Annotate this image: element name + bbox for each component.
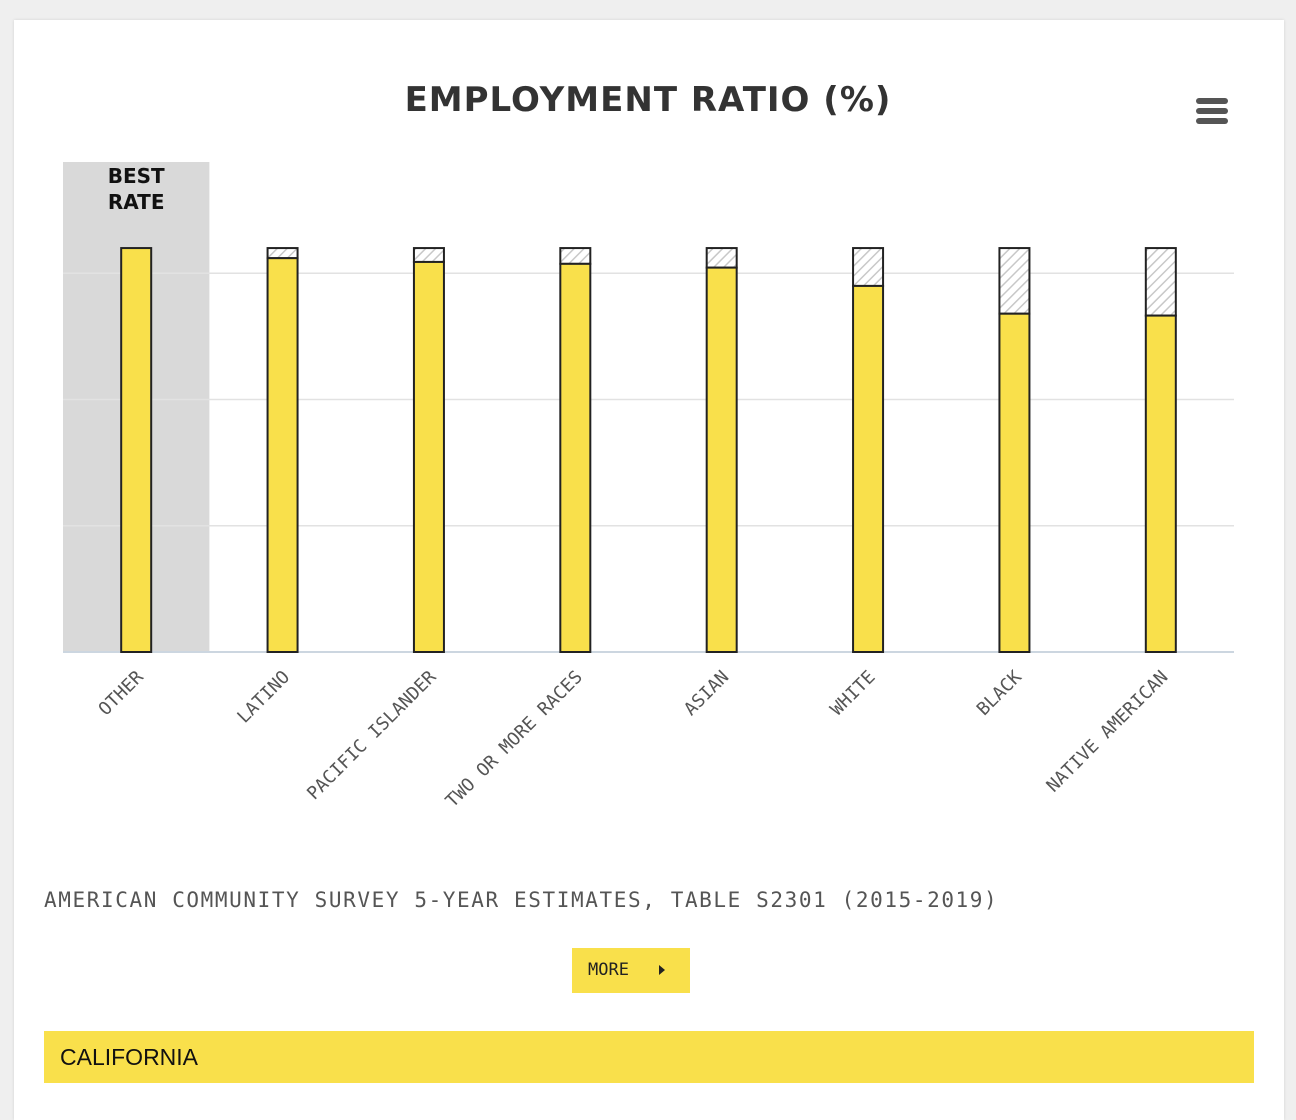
x-tick-label: TWO OR MORE RACES [442, 667, 587, 812]
bar-native-american[interactable] [1144, 314, 1177, 653]
x-tick-label: PACIFIC ISLANDER [303, 667, 441, 805]
gap-to-best-black[interactable] [998, 247, 1031, 315]
bar-latino[interactable] [266, 257, 299, 653]
region-label: CALIFORNIA [60, 1044, 199, 1070]
employment-ratio-chart: BEST RATE OTHER LATINO PACIFIC ISLANDER TWO… [63, 162, 1234, 812]
bar-other[interactable] [120, 247, 153, 653]
x-tick-label: ASIAN [680, 667, 733, 720]
best-rate-label-line-2: RATE [108, 190, 165, 214]
gap-to-best-native-american[interactable] [1144, 247, 1177, 317]
bar-white[interactable] [852, 284, 885, 653]
more-button[interactable]: MORE [572, 948, 690, 993]
x-tick-label: LATINO [233, 667, 294, 728]
gap-to-best-asian[interactable] [705, 247, 738, 269]
more-button-label: MORE [588, 960, 629, 980]
gap-to-best-pacific-islander[interactable] [412, 247, 445, 263]
gap-to-best-white[interactable] [852, 247, 885, 287]
x-tick-label: NATIVE AMERICAN [1043, 667, 1173, 797]
x-tick-label: BLACK [973, 667, 1026, 720]
gap-to-best-two-or-more-races[interactable] [559, 247, 592, 265]
bar-pacific-islander[interactable] [412, 260, 445, 653]
x-tick-label: OTHER [95, 667, 148, 720]
bar-black[interactable] [998, 312, 1031, 653]
source-note: AMERICAN COMMUNITY SURVEY 5-YEAR ESTIMAT… [44, 888, 999, 912]
bar-asian[interactable] [705, 266, 738, 653]
gap-to-best-latino[interactable] [266, 247, 299, 260]
chart-card [14, 20, 1284, 1120]
x-tick-label: WHITE [826, 667, 879, 720]
caret-right-icon [659, 965, 665, 975]
chart-menu-button[interactable] [1194, 96, 1230, 128]
region-header[interactable]: CALIFORNIA [44, 1031, 1254, 1083]
bar-two-or-more-races[interactable] [559, 262, 592, 653]
chart-title: EMPLOYMENT RATIO (%) [404, 80, 892, 120]
best-rate-label-line-1: BEST [108, 164, 165, 188]
